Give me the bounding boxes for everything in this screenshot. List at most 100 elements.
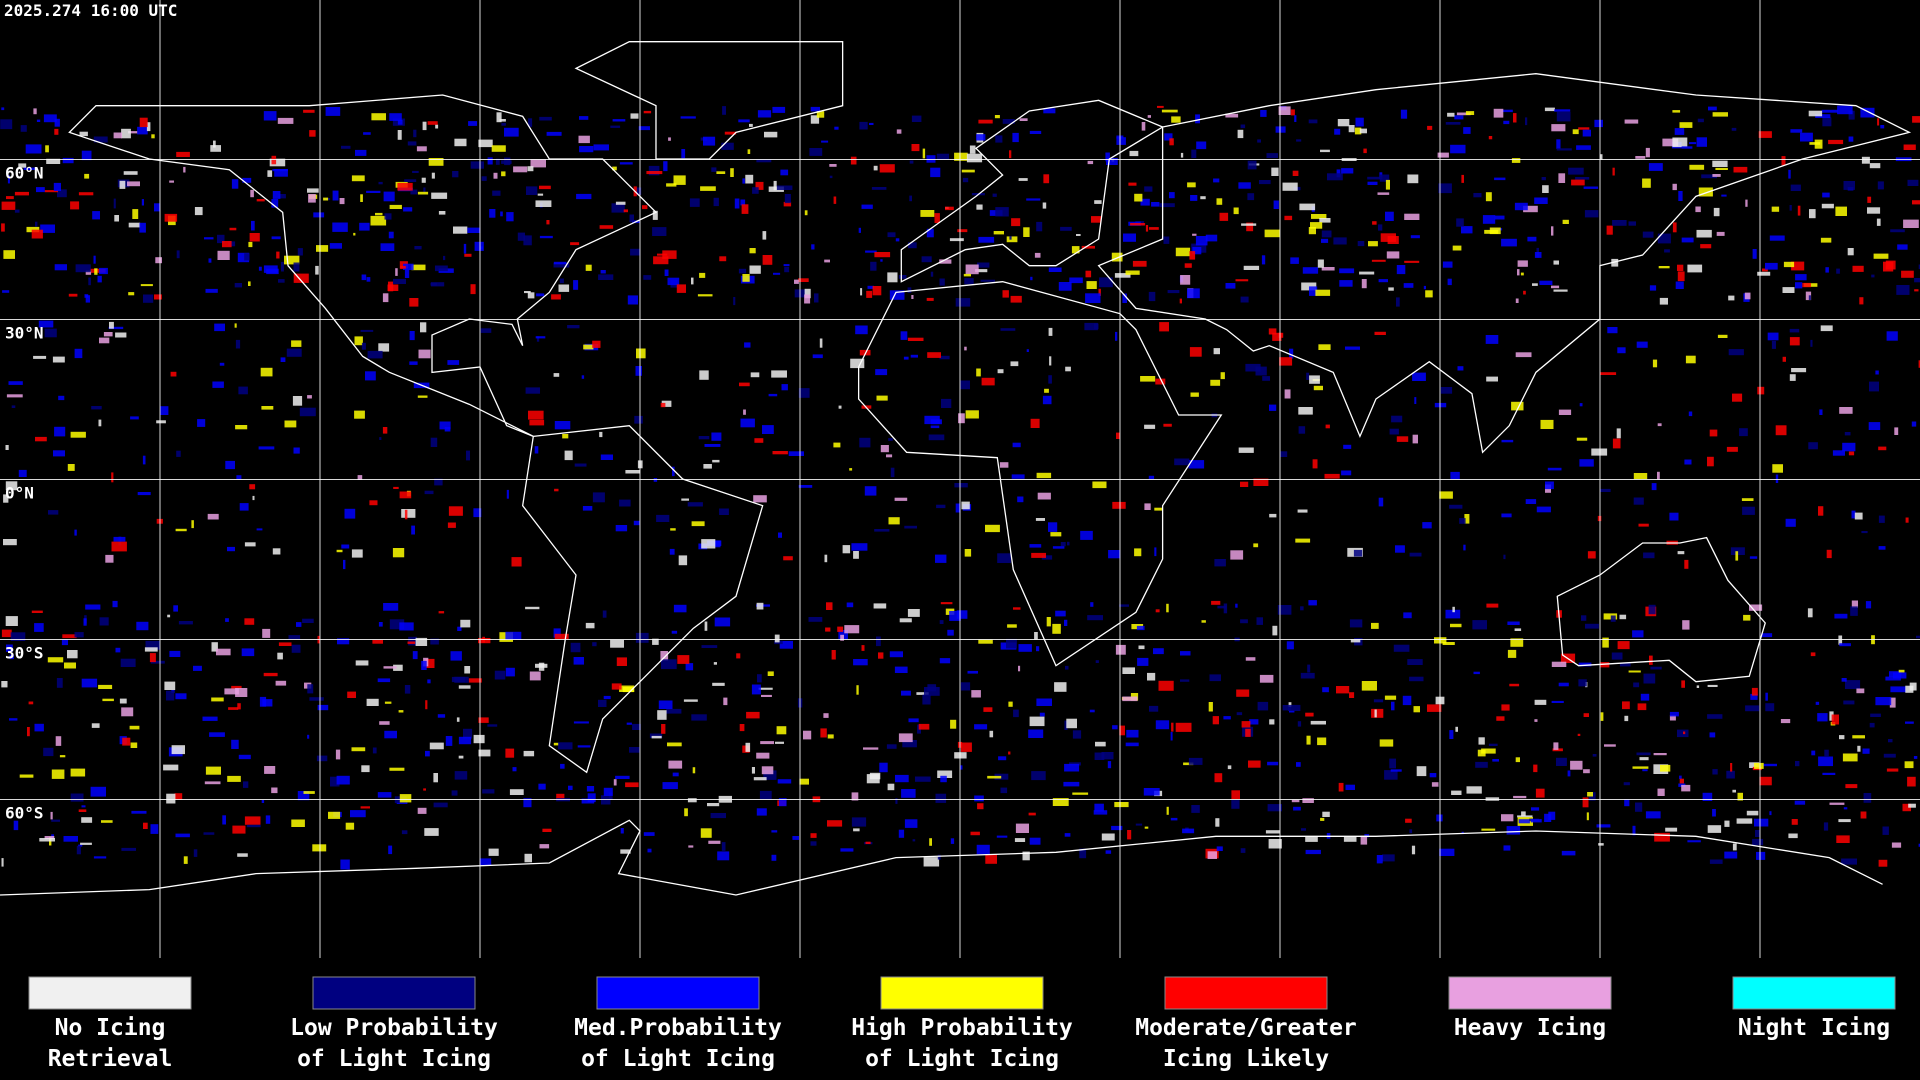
icing-speck (1423, 285, 1426, 290)
icing-speck (1, 201, 16, 210)
icing-speck (1237, 129, 1244, 139)
icing-speck (1808, 110, 1823, 117)
icing-speck (1715, 167, 1728, 170)
icing-speck (44, 190, 58, 193)
icing-speck (355, 149, 367, 156)
icing-speck (742, 274, 750, 282)
icing-speck (1403, 612, 1412, 619)
icing-speck (14, 191, 29, 196)
icing-speck (1192, 233, 1197, 236)
icing-speck (451, 790, 458, 796)
icing-speck (1087, 615, 1103, 621)
icing-speck (430, 437, 438, 447)
icing-speck (384, 213, 392, 220)
icing-speck (1888, 739, 1893, 743)
icing-speck (1266, 153, 1278, 158)
icing-speck (354, 336, 363, 346)
icing-speck (662, 782, 678, 790)
icing-speck (1642, 769, 1648, 772)
icing-speck (150, 660, 165, 664)
icing-speck (827, 734, 834, 739)
icing-speck (369, 500, 378, 506)
icing-speck (70, 793, 84, 802)
icing-speck (741, 204, 749, 214)
icing-speck (413, 129, 417, 138)
icing-speck (910, 354, 918, 358)
icing-speck (258, 446, 275, 450)
icing-speck (1696, 685, 1700, 688)
icing-speck (1466, 786, 1482, 794)
icing-speck (99, 337, 110, 344)
latitude-label: 60°S (5, 804, 44, 823)
icing-speck (1215, 818, 1220, 827)
icing-speck (671, 630, 678, 634)
icing-speck (1214, 559, 1226, 567)
icing-speck (904, 819, 918, 828)
icing-speck (437, 714, 446, 718)
icing-speck (779, 640, 793, 649)
icing-speck (1, 629, 12, 638)
icing-speck (1741, 498, 1754, 501)
icing-speck (154, 203, 161, 212)
icing-speck (1400, 109, 1408, 119)
icing-speck (256, 199, 265, 202)
icing-speck (1839, 735, 1845, 740)
icing-speck (763, 770, 777, 780)
icing-speck (1311, 214, 1327, 219)
icing-speck (231, 685, 242, 689)
icing-speck (1513, 795, 1527, 799)
icing-speck (1527, 236, 1537, 242)
icing-speck (1657, 423, 1662, 427)
icing-speck (1111, 252, 1123, 262)
icing-speck (393, 486, 399, 489)
icing-speck (578, 135, 590, 144)
icing-speck (1553, 289, 1568, 292)
icing-speck (1735, 551, 1739, 561)
icing-speck (1378, 279, 1388, 283)
icing-speck (1571, 179, 1585, 186)
icing-speck (234, 323, 237, 328)
icing-speck (1642, 178, 1651, 188)
icing-speck (666, 183, 677, 187)
icing-speck (928, 434, 945, 441)
icing-speck (600, 454, 613, 460)
icing-speck (1407, 659, 1423, 665)
icing-speck (873, 165, 878, 171)
icing-speck (1454, 115, 1464, 120)
icing-speck (197, 419, 206, 427)
icing-speck (271, 199, 279, 208)
icing-speck (204, 237, 214, 240)
icing-speck (824, 259, 830, 263)
icing-speck (1450, 623, 1462, 628)
icing-speck (929, 838, 932, 846)
icing-speck (1751, 687, 1758, 696)
icing-speck (382, 427, 388, 434)
icing-speck (1136, 625, 1145, 631)
icing-speck (1523, 205, 1538, 213)
icing-speck (1099, 277, 1113, 288)
icing-speck (814, 293, 819, 303)
icing-speck (1797, 205, 1801, 216)
icing-speck (487, 157, 493, 165)
icing-speck (454, 771, 468, 780)
icing-speck (1863, 793, 1872, 803)
icing-speck (616, 657, 627, 666)
icing-speck (1645, 147, 1650, 158)
icing-speck (1636, 752, 1651, 756)
icing-speck (669, 548, 675, 555)
icing-speck (1534, 719, 1538, 722)
icing-speck (1166, 603, 1169, 613)
icing-speck (1094, 200, 1102, 204)
icing-speck (423, 788, 426, 791)
icing-speck (1485, 335, 1499, 344)
icing-speck (1856, 688, 1865, 694)
icing-speck (1745, 199, 1748, 207)
icing-speck (427, 121, 438, 125)
icing-speck (14, 209, 20, 213)
icing-speck (878, 652, 884, 659)
icing-speck (92, 211, 100, 220)
icing-speck (1689, 164, 1705, 170)
icing-speck (1759, 776, 1772, 786)
icing-speck (1501, 814, 1514, 822)
icing-speck (243, 781, 249, 788)
